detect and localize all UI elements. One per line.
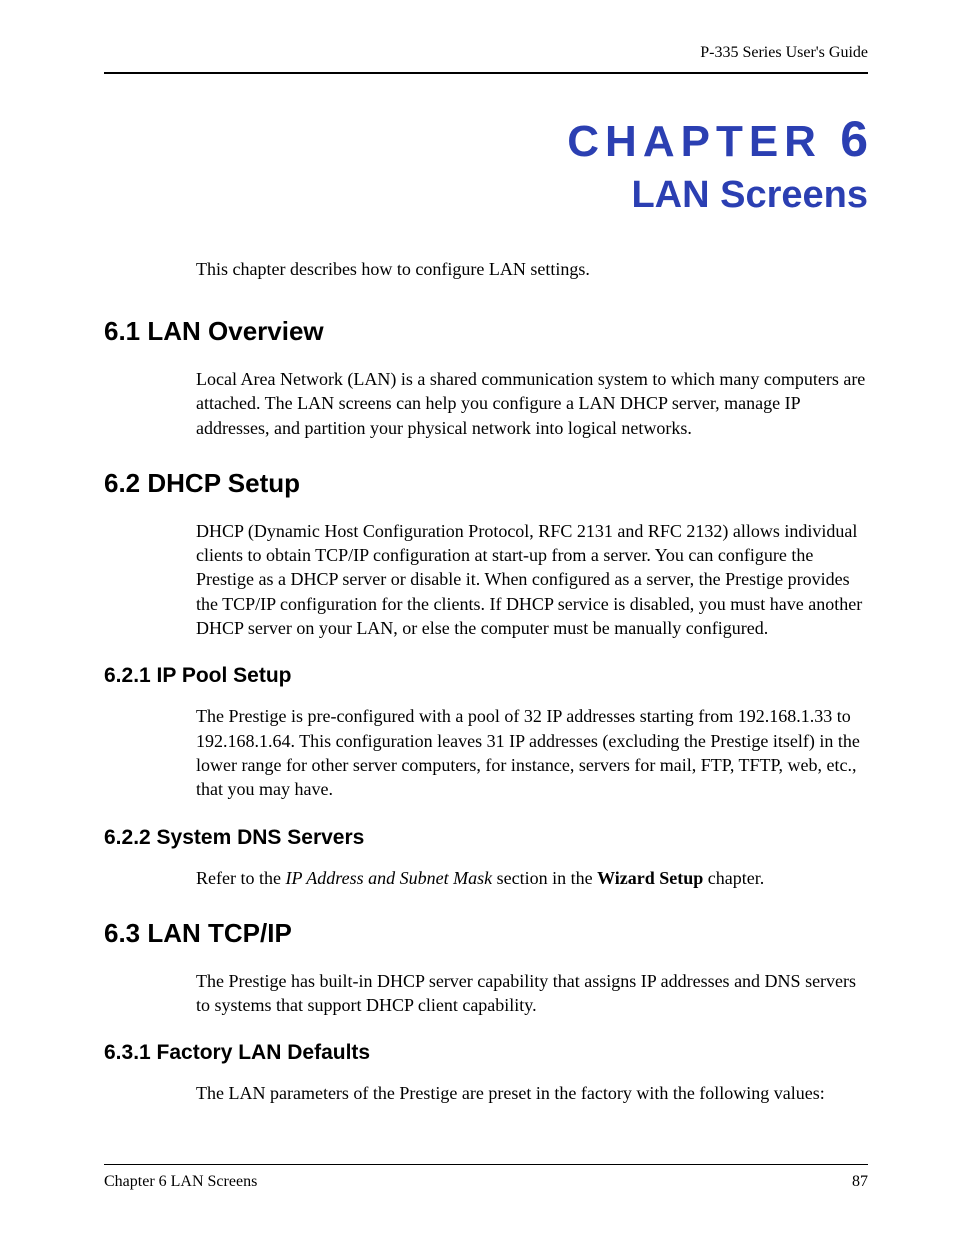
- chapter-prefix: CHAPTER: [567, 117, 822, 166]
- section-6-2-body: DHCP (Dynamic Host Configuration Protoco…: [196, 519, 868, 640]
- footer-page-number: 87: [852, 1173, 868, 1191]
- section-6-3-1-body: The LAN parameters of the Prestige are p…: [196, 1081, 868, 1105]
- section-6-2-1-body: The Prestige is pre-configured with a po…: [196, 704, 868, 801]
- text-italic: IP Address and Subnet Mask: [285, 868, 492, 888]
- section-6-1-heading: 6.1 LAN Overview: [104, 316, 868, 347]
- chapter-label: CHAPTER 6: [104, 110, 868, 168]
- footer-left: Chapter 6 LAN Screens: [104, 1173, 257, 1191]
- text-bold: Wizard Setup: [597, 868, 703, 888]
- page-footer: Chapter 6 LAN Screens 87: [104, 1164, 868, 1191]
- bottom-rule: [104, 1164, 868, 1165]
- section-6-2-1-heading: 6.2.1 IP Pool Setup: [104, 664, 868, 688]
- header-doc-title: P-335 Series User's Guide: [104, 44, 868, 62]
- section-6-3-heading: 6.3 LAN TCP/IP: [104, 918, 868, 949]
- text-post: chapter.: [703, 868, 764, 888]
- chapter-title: LAN Screens: [104, 174, 868, 217]
- section-6-1-body: Local Area Network (LAN) is a shared com…: [196, 367, 868, 440]
- chapter-intro: This chapter describes how to configure …: [196, 259, 868, 280]
- text-pre: Refer to the: [196, 868, 285, 888]
- text-mid: section in the: [492, 868, 597, 888]
- section-6-2-heading: 6.2 DHCP Setup: [104, 468, 868, 499]
- top-rule: [104, 72, 868, 74]
- section-6-3-1-heading: 6.3.1 Factory LAN Defaults: [104, 1041, 868, 1065]
- section-6-2-2-body: Refer to the IP Address and Subnet Mask …: [196, 866, 868, 890]
- section-6-2-2-heading: 6.2.2 System DNS Servers: [104, 826, 868, 850]
- chapter-number: 6: [840, 111, 868, 167]
- section-6-3-body: The Prestige has built-in DHCP server ca…: [196, 969, 868, 1018]
